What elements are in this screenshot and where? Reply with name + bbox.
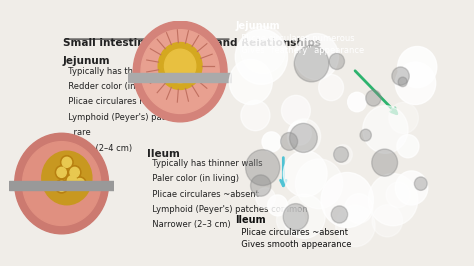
Circle shape <box>66 174 78 188</box>
Circle shape <box>55 166 68 179</box>
Circle shape <box>363 106 408 153</box>
Text: Lymphoid (Peyer's) patches common: Lymphoid (Peyer's) patches common <box>147 205 308 214</box>
Circle shape <box>398 77 407 87</box>
Circle shape <box>70 167 79 177</box>
Circle shape <box>336 205 375 247</box>
Circle shape <box>397 135 419 158</box>
Circle shape <box>329 53 345 69</box>
Circle shape <box>15 133 109 234</box>
Circle shape <box>75 178 84 189</box>
Text: Gives “feathery” appearance: Gives “feathery” appearance <box>236 46 365 55</box>
Text: Small intestine: Anatomy and Relationships: Small intestine: Anatomy and Relationshi… <box>63 38 321 48</box>
Circle shape <box>276 205 305 235</box>
Circle shape <box>246 150 280 185</box>
Circle shape <box>57 167 66 177</box>
Circle shape <box>331 206 347 223</box>
Circle shape <box>268 195 288 216</box>
Circle shape <box>73 177 86 190</box>
Text: N 272: N 272 <box>63 203 86 212</box>
Circle shape <box>360 129 371 141</box>
Circle shape <box>251 175 271 196</box>
Text: Plicae circulares numerous: Plicae circulares numerous <box>63 97 182 106</box>
Circle shape <box>235 30 288 84</box>
Text: Paler color (in living): Paler color (in living) <box>147 174 239 183</box>
Text: Ileum: Ileum <box>147 149 180 159</box>
Circle shape <box>57 181 66 191</box>
Circle shape <box>392 67 409 85</box>
Text: Narrower (2–3 cm): Narrower (2–3 cm) <box>147 220 231 229</box>
Circle shape <box>319 74 344 101</box>
Circle shape <box>42 151 92 205</box>
Circle shape <box>366 90 381 106</box>
Circle shape <box>164 49 196 83</box>
Text: Jejunum: Jejunum <box>63 56 110 66</box>
Circle shape <box>262 132 281 152</box>
Circle shape <box>287 119 320 154</box>
Circle shape <box>256 188 275 208</box>
Circle shape <box>347 92 366 112</box>
Text: Typically has thicker walls: Typically has thicker walls <box>63 67 177 76</box>
Circle shape <box>372 205 402 237</box>
Circle shape <box>282 95 310 126</box>
Circle shape <box>389 102 419 134</box>
Circle shape <box>67 176 77 186</box>
Circle shape <box>386 182 410 208</box>
Circle shape <box>294 45 329 82</box>
Circle shape <box>141 30 219 114</box>
Circle shape <box>55 180 68 193</box>
Circle shape <box>158 43 202 89</box>
Circle shape <box>283 203 309 230</box>
Circle shape <box>61 156 73 169</box>
Circle shape <box>62 157 72 167</box>
Circle shape <box>395 62 436 105</box>
Text: Plicae circulares ~absent: Plicae circulares ~absent <box>236 228 347 237</box>
Circle shape <box>368 174 418 226</box>
Circle shape <box>240 26 286 74</box>
Circle shape <box>290 123 317 152</box>
Circle shape <box>295 34 338 80</box>
Circle shape <box>334 145 352 164</box>
Circle shape <box>229 59 272 105</box>
Circle shape <box>283 151 327 197</box>
Circle shape <box>398 47 437 88</box>
Circle shape <box>22 142 100 225</box>
Text: Wider (2–4 cm): Wider (2–4 cm) <box>63 144 132 152</box>
Bar <box>128 73 232 82</box>
Circle shape <box>133 21 227 122</box>
Text: Jejunum: Jejunum <box>236 21 281 31</box>
Circle shape <box>295 159 343 209</box>
Text: Plicae circulares numerous: Plicae circulares numerous <box>236 34 355 43</box>
Circle shape <box>372 149 398 176</box>
Text: Ileum: Ileum <box>236 215 266 225</box>
Text: rare: rare <box>63 128 91 137</box>
Circle shape <box>281 132 298 150</box>
Text: Lymphoid (Peyer's) patches: Lymphoid (Peyer's) patches <box>63 113 184 122</box>
Circle shape <box>283 194 325 239</box>
Text: Typically has thinner walls: Typically has thinner walls <box>147 159 263 168</box>
Circle shape <box>334 147 348 162</box>
Text: Plicae circulares ~absent: Plicae circulares ~absent <box>147 190 259 199</box>
Circle shape <box>414 177 427 190</box>
Circle shape <box>345 194 373 223</box>
Text: Gives smooth appearance: Gives smooth appearance <box>236 240 351 249</box>
Circle shape <box>395 171 428 205</box>
Circle shape <box>241 100 270 131</box>
Circle shape <box>68 166 81 179</box>
Text: Redder color (in living): Redder color (in living) <box>63 82 164 91</box>
Circle shape <box>289 121 311 145</box>
Bar <box>9 181 114 190</box>
Circle shape <box>321 172 374 227</box>
